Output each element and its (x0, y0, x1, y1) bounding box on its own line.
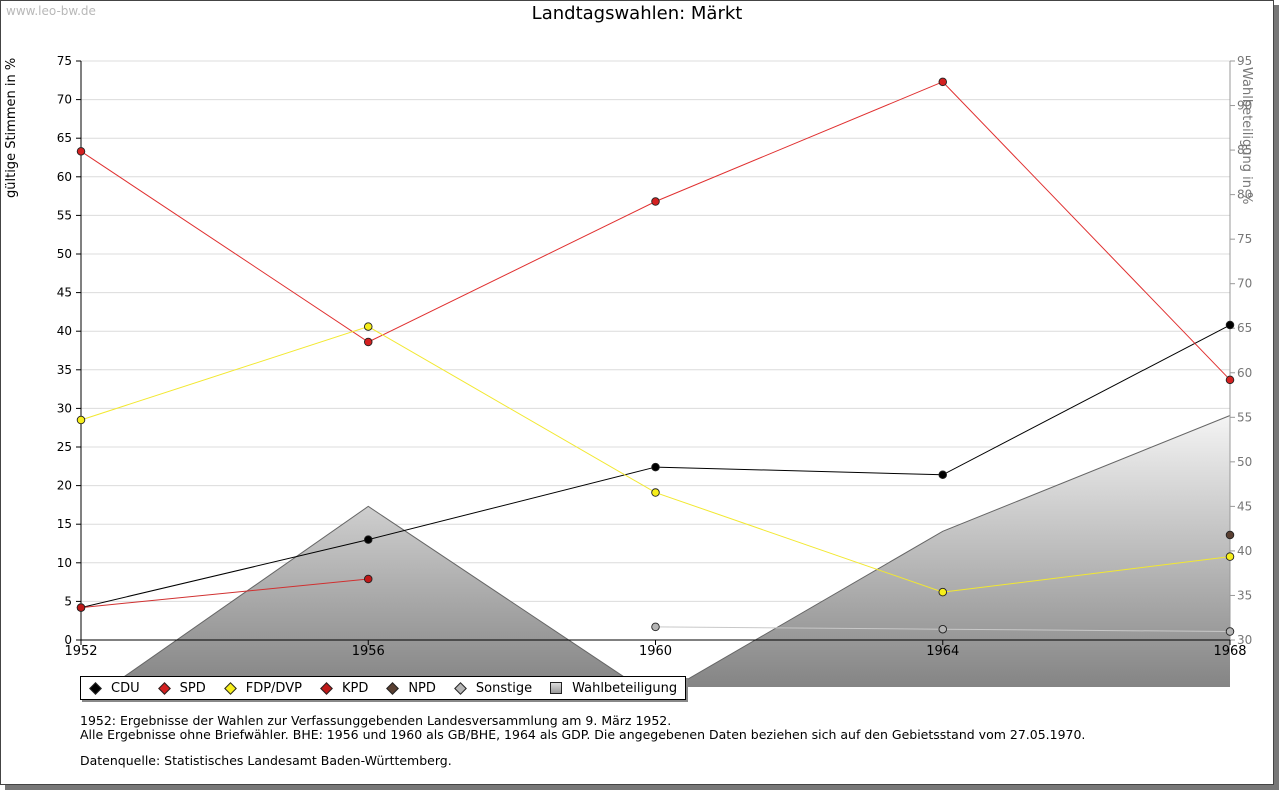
y-tick-label: 65 (57, 131, 72, 145)
y-tick-label: 75 (57, 54, 72, 68)
y2-tick-label: 90 (1237, 99, 1252, 113)
series-line-kpd (80, 578, 369, 609)
data-point-sonstige (938, 624, 948, 634)
data-point-sonstige (1225, 627, 1235, 636)
legend-label-wahlbeteiligung: Wahlbeteiligung (572, 680, 678, 696)
data-point-fdp-dvp (364, 322, 373, 331)
x-tick-label: 1960 (639, 644, 672, 659)
legend-label-kpd: KPD (341, 680, 369, 696)
y2-tick-label: 75 (1237, 232, 1252, 246)
y2-tick-label: 80 (1237, 188, 1252, 202)
note-line-2: Alle Ergebnisse ohne Briefwähler. BHE: 1… (80, 727, 1086, 742)
data-point-kpd (364, 574, 373, 584)
data-point-spd (938, 77, 948, 87)
legend-marker-cdu (89, 681, 102, 695)
turnout-area-outline (108, 415, 1231, 687)
y2-tick-label: 40 (1237, 544, 1252, 558)
y2-tick-label: 35 (1237, 588, 1252, 602)
data-point-fdp-dvp (651, 488, 660, 497)
data-point-spd (1225, 375, 1235, 385)
y2-tick-label: 50 (1237, 455, 1252, 469)
data-point-fdp-dvp (938, 587, 948, 597)
chart-title: Landtagswahlen: Märkt (531, 3, 743, 24)
axes: 0 5 10 15 20 25 30 35 40 45 50 55 60 65 70 75 30 35 40 45 50… (57, 54, 1253, 659)
y2-tick-label: 45 (1237, 499, 1252, 513)
y-tick-label: 20 (57, 479, 72, 493)
legend-item-sonstige: Sonstige (450, 681, 532, 696)
note-line-1: 1952: Ergebnisse der Wahlen zur Verfassu… (80, 713, 672, 728)
x-tick-label: 1952 (64, 644, 97, 659)
watermark: www.leo-bw.de (6, 4, 96, 18)
legend: CDU SPD FDP/DVP KPD NPD Sonstige Wahlbeteiligu… (80, 676, 687, 700)
x-tick-label: 1956 (352, 644, 385, 659)
data-point-sonstige (651, 622, 660, 632)
legend-item-cdu: CDU (85, 681, 140, 696)
y-tick-label: 40 (57, 324, 72, 338)
data-point-cdu (938, 470, 948, 480)
y-tick-label: 50 (57, 247, 72, 261)
y-tick-label: 45 (57, 286, 72, 300)
legend-marker-spd (157, 681, 171, 695)
legend-item-wahlbeteiligung: Wahlbeteiligung (546, 681, 677, 696)
y-tick-label: 5 (64, 594, 72, 608)
turnout-area-fill (109, 415, 1230, 687)
series-points (76, 77, 1235, 636)
y-tick-label: 55 (57, 208, 72, 222)
legend-item-npd: NPD (382, 681, 436, 696)
legend-label-spd: SPD (179, 680, 206, 696)
y-tick-label: 35 (57, 363, 72, 377)
note-source: Datenquelle: Statistisches Landesamt Bad… (80, 753, 452, 768)
grid (81, 60, 1230, 602)
data-point-kpd (76, 603, 86, 612)
legend-label-cdu: CDU (111, 680, 140, 696)
legend-label-fdp-dvp: FDP/DVP (245, 680, 302, 696)
y2-tick-label: 65 (1237, 321, 1252, 335)
legend-item-kpd: KPD (316, 681, 368, 696)
y-axis-label-left: gültige Stimmen in % (4, 57, 19, 198)
y-tick-label: 10 (57, 556, 72, 570)
data-point-spd (364, 337, 373, 347)
y2-tick-label: 30 (1237, 633, 1252, 647)
series-line-spd (80, 81, 1231, 381)
legend-marker-fdp-dvp (223, 681, 237, 695)
x-tick-label: 1968 (1213, 644, 1246, 659)
data-point-fdp-dvp (1225, 552, 1235, 561)
legend-item-spd: SPD (154, 681, 206, 696)
turnout-area (108, 415, 1231, 687)
data-point-cdu (651, 462, 660, 472)
legend-marker-kpd (320, 681, 333, 695)
y2-tick-label: 55 (1237, 410, 1252, 424)
y-tick-label: 70 (57, 93, 72, 107)
legend-label-sonstige: Sonstige (475, 680, 533, 696)
legend-label-npd: NPD (408, 680, 436, 696)
y-tick-label: 60 (57, 170, 72, 184)
legend-marker-npd (386, 681, 400, 695)
y-tick-label: 15 (57, 517, 72, 531)
legend-marker-wahlbeteiligung (550, 682, 563, 694)
data-point-npd (1225, 530, 1235, 540)
y-axis-label-right: Wahlbeteiligung in % (1239, 67, 1254, 205)
y2-tick-label: 95 (1237, 54, 1252, 68)
y-tick-label: 30 (57, 401, 72, 415)
data-point-spd (76, 147, 86, 156)
y2-tick-label: 70 (1237, 277, 1252, 291)
data-point-cdu (364, 535, 373, 544)
x-tick-label: 1964 (926, 644, 959, 659)
legend-item-fdp-dvp: FDP/DVP (220, 681, 302, 696)
data-point-fdp-dvp (76, 415, 86, 425)
y2-tick-label: 60 (1237, 366, 1252, 380)
y2-tick-label: 85 (1237, 143, 1252, 157)
data-point-spd (651, 197, 660, 206)
legend-marker-sonstige (454, 681, 467, 695)
y-tick-label: 25 (57, 440, 72, 454)
y-tick-label: 0 (64, 633, 72, 647)
data-point-cdu (1225, 320, 1235, 330)
